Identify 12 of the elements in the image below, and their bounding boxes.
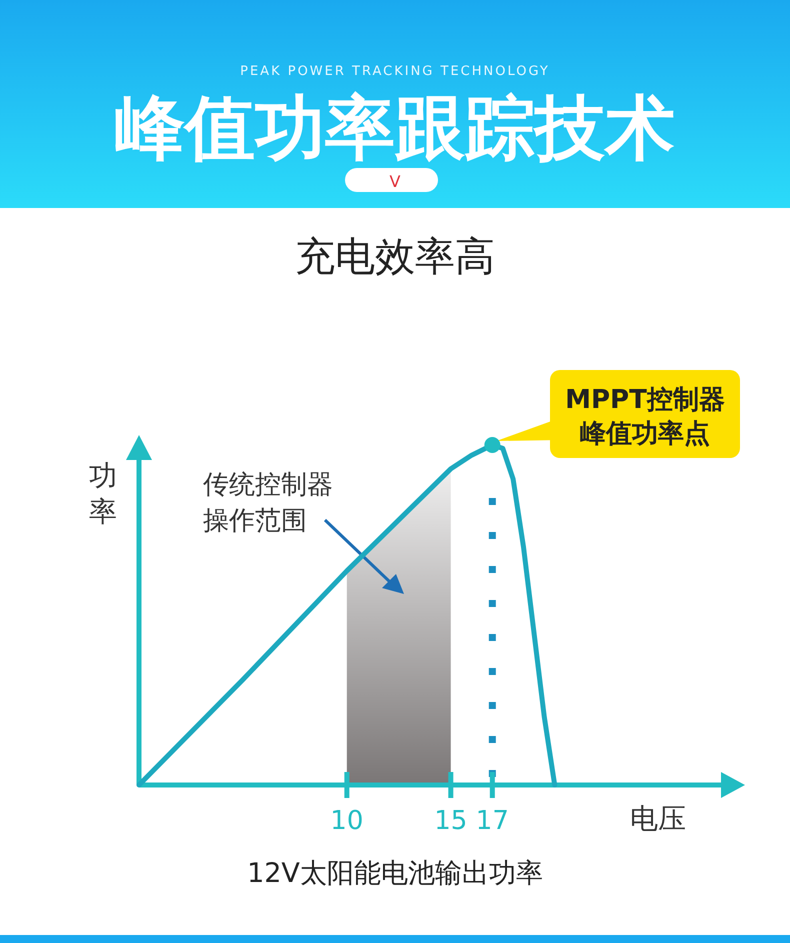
x-tick-label: 15 <box>434 806 468 836</box>
chart-subtitle: 充电效率高 <box>295 234 495 280</box>
text: 12V太阳能电池输出功率 <box>247 858 543 889</box>
x-tick-label: 10 <box>330 806 364 836</box>
band-label: 传统控制器操作范围 <box>203 470 333 536</box>
text: V <box>390 172 401 191</box>
chart-title: 峰值功率跟踪技术 <box>115 87 675 169</box>
y-axis-title: 功率 <box>89 459 117 528</box>
x-tick-label: 17 <box>476 806 509 836</box>
annotation: MPPT控制器峰值功率点 <box>565 385 725 449</box>
x-axis-title: 电压 <box>630 802 686 835</box>
text: PEAK POWER TRACKING TECHNOLOGY <box>240 64 550 79</box>
